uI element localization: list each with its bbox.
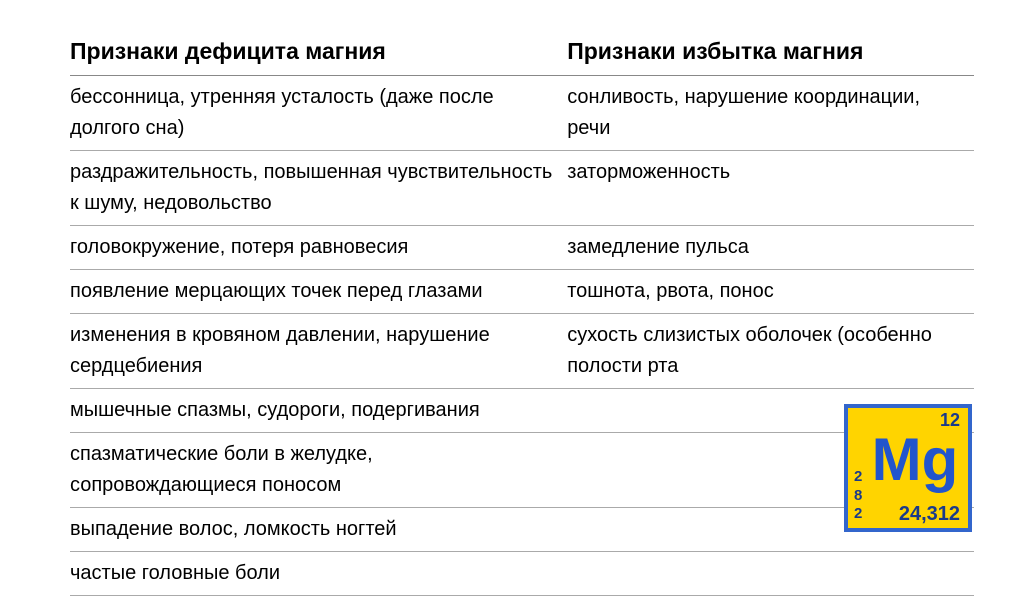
cell-excess: заторможенность xyxy=(567,151,974,226)
table-row: бессонница, утренняя усталость (даже пос… xyxy=(70,76,974,151)
cell-deficiency: раздражительность, повышенная чувствител… xyxy=(70,151,567,226)
shell-value: 2 xyxy=(854,505,862,524)
cell-deficiency: мышечные спазмы, судороги, подергивания xyxy=(70,389,567,433)
table-row: изменения в кровяном давлении, нарушение… xyxy=(70,314,974,389)
element-symbol: Mg xyxy=(848,430,968,490)
cell-excess: сухость слизистых оболочек (особенно пол… xyxy=(567,314,974,389)
electron-shells: 2 8 2 xyxy=(854,468,862,524)
table-row: раздражительность, повышенная чувствител… xyxy=(70,151,974,226)
cell-deficiency: изменения в кровяном давлении, нарушение… xyxy=(70,314,567,389)
table-row: мышечные спазмы, судороги, подергивания xyxy=(70,389,974,433)
periodic-element-tile: 12 Mg 2 8 2 24,312 xyxy=(844,404,972,532)
cell-excess: сонливость, нарушение координации, речи xyxy=(567,76,974,151)
cell-deficiency: головокружение, потеря равновесия xyxy=(70,226,567,270)
header-excess: Признаки избытка магния xyxy=(567,30,974,76)
cell-deficiency: спазматические боли в желудке, сопровожд… xyxy=(70,433,567,508)
cell-deficiency: выпадение волос, ломкость ногтей xyxy=(70,508,567,552)
cell-excess: замедление пульса xyxy=(567,226,974,270)
cell-deficiency: появление мерцающих точек перед глазами xyxy=(70,270,567,314)
table-row: спазматические боли в желудке, сопровожд… xyxy=(70,433,974,508)
shell-value: 2 xyxy=(854,468,862,487)
cell-excess: тошнота, рвота, понос xyxy=(567,270,974,314)
shell-value: 8 xyxy=(854,487,862,506)
atomic-mass: 24,312 xyxy=(899,503,960,526)
table-header-row: Признаки дефицита магния Признаки избытк… xyxy=(70,30,974,76)
table-row: выпадение волос, ломкость ногтей xyxy=(70,508,974,552)
cell-deficiency: бессонница, утренняя усталость (даже пос… xyxy=(70,76,567,151)
magnesium-symptoms-table: Признаки дефицита магния Признаки избытк… xyxy=(70,30,974,596)
table-row: появление мерцающих точек перед глазамит… xyxy=(70,270,974,314)
header-deficiency: Признаки дефицита магния xyxy=(70,30,567,76)
table-row: головокружение, потеря равновесиязамедле… xyxy=(70,226,974,270)
